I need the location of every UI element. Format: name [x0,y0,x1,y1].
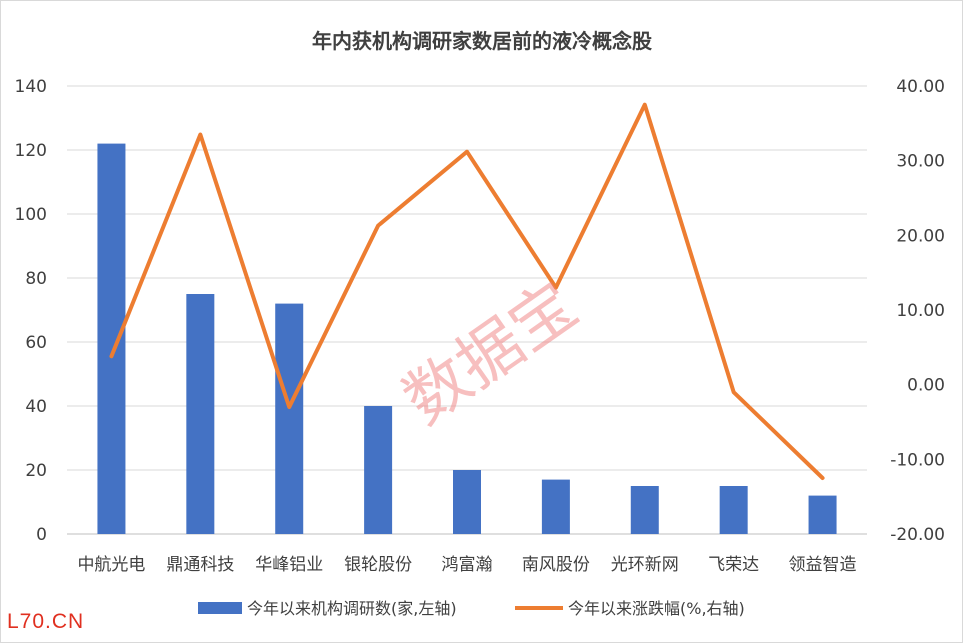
bar [275,303,304,534]
line-point [644,104,646,106]
category-label: 鼎通科技 [166,555,234,575]
left-tick-label: 20 [25,461,47,481]
line-point [466,151,468,153]
right-tick-label: -10.00 [890,450,945,470]
bar [630,486,659,534]
category-label: 鸿富瀚 [442,555,493,575]
left-tick-label: 60 [25,333,47,353]
bar [186,294,215,534]
left-axis-ticks: 0 20 40 60 80 100 120 140 [15,77,47,545]
bar [97,143,126,534]
line-point [555,287,557,289]
left-tick-label: 140 [15,77,47,97]
category-label: 中航光电 [77,555,145,575]
left-tick-label: 100 [15,205,47,225]
left-tick-label: 0 [36,525,47,545]
legend-bar-label: 今年以来机构调研数(家,左轴) [247,599,457,618]
right-tick-label: -20.00 [890,525,945,545]
line-point [377,225,379,227]
chart-title: 年内获机构调研家数居前的液冷概念股 [312,29,652,53]
left-tick-label: 80 [25,269,47,289]
category-label: 银轮股份 [344,555,412,575]
right-tick-label: 10.00 [896,301,945,321]
left-tick-label: 40 [25,397,47,417]
legend: 今年以来机构调研数(家,左轴) 今年以来涨跌幅(%,右轴) [198,599,745,618]
right-tick-label: 0.00 [907,376,945,396]
series-line [109,102,825,480]
watermark: 数据宝 [391,268,591,439]
right-tick-label: 30.00 [896,152,945,172]
category-label: 华峰铝业 [255,555,323,575]
line-point [110,355,112,357]
category-label: 光环新网 [611,555,679,575]
right-axis-ticks: -20.00 -10.00 0.00 10.00 20.00 30.00 40.00 [890,77,945,545]
bar-series [97,143,837,534]
category-label: 飞荣达 [708,555,759,575]
line-point [822,477,824,479]
bar [808,495,837,534]
bar [364,406,393,534]
legend-bar-swatch [198,602,242,614]
line-point [288,406,290,408]
brand-logo-text: L70.CN [7,610,85,633]
bar [541,479,570,534]
category-labels: 中航光电 鼎通科技 华峰铝业 银轮股份 鸿富瀚 南风股份 光环新网 飞荣达 领益智造 [77,555,856,575]
line-point [733,391,735,393]
bar [719,486,748,534]
right-tick-label: 40.00 [896,77,945,97]
category-label: 南风股份 [522,555,590,575]
line-series [109,102,825,480]
line-point [199,134,201,136]
category-label: 领益智造 [789,555,857,575]
right-tick-label: 20.00 [896,226,945,246]
left-tick-label: 120 [15,141,47,161]
bar [453,470,481,534]
legend-line-label: 今年以来涨跌幅(%,右轴) [568,599,745,618]
